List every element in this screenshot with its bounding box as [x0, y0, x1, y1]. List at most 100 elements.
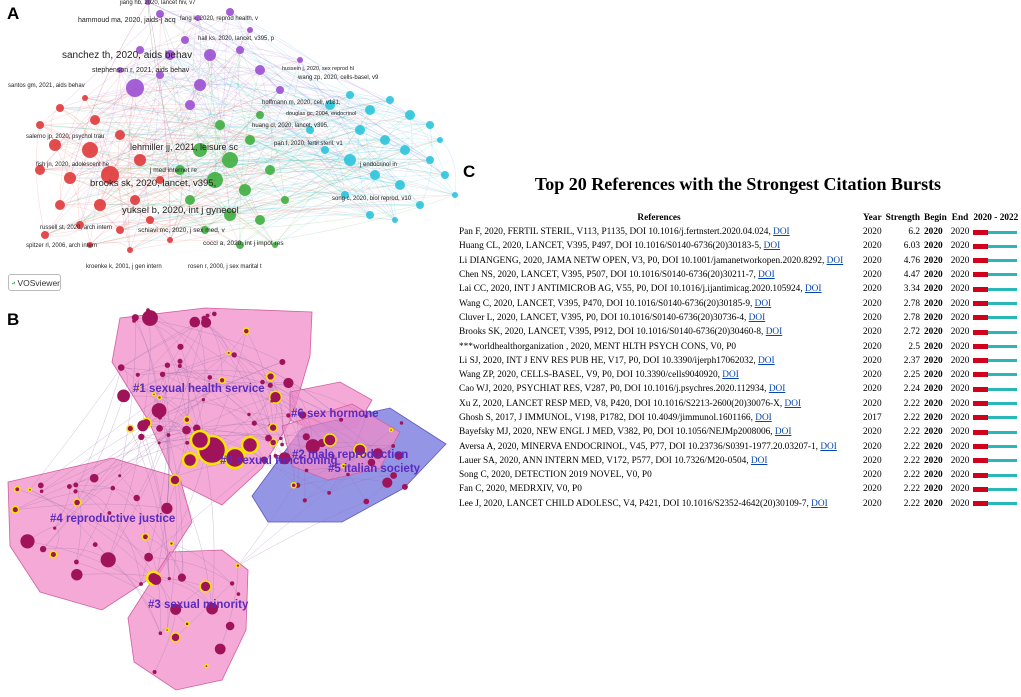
network-node — [256, 111, 264, 119]
burst-bar-cell — [971, 296, 1020, 310]
reference-cell: Wang C, 2020, LANCET, V395, P470, DOI 10… — [457, 296, 861, 310]
network-node — [167, 237, 173, 243]
reference-text: Xu Z, 2020, LANCET RESP MED, V8, P420, D… — [459, 399, 782, 409]
burst-segment — [973, 430, 988, 435]
cluster-label-2: #2 male reproduction — [292, 449, 408, 461]
strength-cell: 2.24 — [884, 382, 922, 396]
burst-segment — [973, 287, 988, 292]
doi-link[interactable]: DOI — [773, 227, 790, 237]
burst-bar-cell — [971, 325, 1020, 339]
doi-link[interactable]: DOI — [769, 384, 786, 394]
burst-timeline-bar — [973, 288, 1017, 291]
doi-link[interactable]: DOI — [820, 442, 837, 452]
doi-link[interactable]: DOI — [811, 499, 828, 509]
begin-cell: 2020 — [922, 411, 949, 425]
doi-link[interactable]: DOI — [785, 399, 802, 409]
doi-link[interactable]: DOI — [755, 413, 772, 423]
cluster-node — [230, 581, 234, 585]
strength-cell: 2.22 — [884, 425, 922, 439]
cluster-node — [153, 670, 157, 674]
reference-text: Fan C, 2020, MEDRXIV, V0, P0 — [459, 484, 582, 494]
doi-link[interactable]: DOI — [749, 313, 766, 323]
network-node-label: salerno jp, 2020, psychol trau — [26, 134, 104, 140]
burst-timeline-bar — [973, 488, 1017, 491]
reference-cell: Brooks SK, 2020, LANCET, V395, P912, DOI… — [457, 325, 861, 339]
panel-c-title: Top 20 References with the Strongest Cit… — [455, 174, 1021, 195]
cluster-node — [400, 421, 403, 424]
cluster-node — [74, 499, 81, 506]
cluster-node — [185, 441, 189, 445]
strength-cell: 2.25 — [884, 368, 922, 382]
begin-cell: 2020 — [922, 225, 949, 239]
network-node — [392, 217, 398, 223]
network-node-label: wang zp, 2020, cells-basel, v9 — [297, 75, 379, 81]
network-node — [127, 247, 133, 253]
cluster-node — [279, 359, 285, 365]
cluster-label-3: #3 sexual minority — [148, 599, 249, 611]
network-node — [204, 49, 216, 61]
cluster-node — [67, 484, 72, 489]
network-node-label: douglas gc, 2004, endocrinol — [286, 111, 356, 117]
header-references: References — [457, 211, 861, 225]
year-cell: 2020 — [861, 397, 884, 411]
burst-bar-cell — [971, 339, 1020, 353]
end-cell: 2020 — [949, 325, 972, 339]
strength-cell: 4.76 — [884, 254, 922, 268]
year-cell: 2020 — [861, 368, 884, 382]
network-node-label: yuksel b, 2020, int j gynecol — [122, 205, 239, 216]
year-cell: 2020 — [861, 382, 884, 396]
cluster-label-5: #5 italian society — [328, 463, 421, 475]
network-node-label: huang cl, 2020, lancet, v395, — [252, 123, 329, 129]
cluster-node — [151, 574, 162, 585]
doi-link[interactable]: DOI — [805, 284, 822, 294]
burst-segment — [973, 487, 988, 492]
end-cell: 2020 — [949, 282, 972, 296]
strength-cell: 2.78 — [884, 311, 922, 325]
burst-timeline-bar — [973, 273, 1017, 276]
end-cell: 2020 — [949, 468, 972, 482]
cluster-node — [12, 506, 19, 513]
header-begin: Begin — [922, 211, 949, 225]
network-node — [126, 79, 144, 97]
table-row: Wang ZP, 2020, CELLS-BASEL, V9, P0, DOI … — [457, 368, 1020, 382]
network-node-label: russell st, 2020, arch intern — [40, 225, 112, 231]
cluster-node — [202, 398, 205, 401]
doi-link[interactable]: DOI — [775, 427, 792, 437]
doi-link[interactable]: DOI — [758, 270, 775, 280]
network-node — [194, 79, 206, 91]
year-cell: 2020 — [861, 268, 884, 282]
reference-text: Li DIANGENG, 2020, JAMA NETW OPEN, V3, P… — [459, 256, 824, 266]
end-cell: 2020 — [949, 339, 972, 353]
doi-link[interactable]: DOI — [755, 299, 772, 309]
network-node — [437, 137, 443, 143]
doi-link[interactable]: DOI — [758, 356, 775, 366]
network-node — [386, 96, 394, 104]
table-row: Aversa A, 2020, MINERVA ENDOCRINOL, V45,… — [457, 439, 1020, 453]
burst-segment — [973, 244, 988, 249]
doi-link[interactable]: DOI — [764, 241, 781, 251]
network-node-label: schiavi mc, 2020, j sex med, v — [138, 227, 225, 234]
cluster-node — [168, 577, 171, 580]
burst-timeline-bar — [973, 359, 1017, 362]
header-end: End — [949, 211, 972, 225]
burst-bar-cell — [971, 439, 1020, 453]
network-node — [426, 121, 434, 129]
vosviewer-logo: VOSviewer — [8, 274, 61, 291]
end-cell: 2020 — [949, 296, 972, 310]
table-row: Lee J, 2020, LANCET CHILD ADOLESC, V4, P… — [457, 497, 1020, 511]
network-node-label: j endocrinol in — [359, 162, 397, 168]
doi-link[interactable]: DOI — [766, 327, 783, 337]
doi-link[interactable]: DOI — [751, 456, 768, 466]
cluster-node — [200, 581, 211, 592]
burst-timeline-bar — [973, 416, 1017, 419]
header-range: 2020 - 2022 — [971, 211, 1020, 225]
network-node — [222, 152, 238, 168]
table-row: Li DIANGENG, 2020, JAMA NETW OPEN, V3, P… — [457, 254, 1020, 268]
cluster-node — [402, 484, 408, 490]
cluster-node — [178, 359, 183, 364]
begin-cell: 2020 — [922, 296, 949, 310]
doi-link[interactable]: DOI — [827, 256, 844, 266]
doi-link[interactable]: DOI — [722, 370, 739, 380]
reference-cell: Chen NS, 2020, LANCET, V395, P507, DOI 1… — [457, 268, 861, 282]
year-cell: 2020 — [861, 482, 884, 496]
